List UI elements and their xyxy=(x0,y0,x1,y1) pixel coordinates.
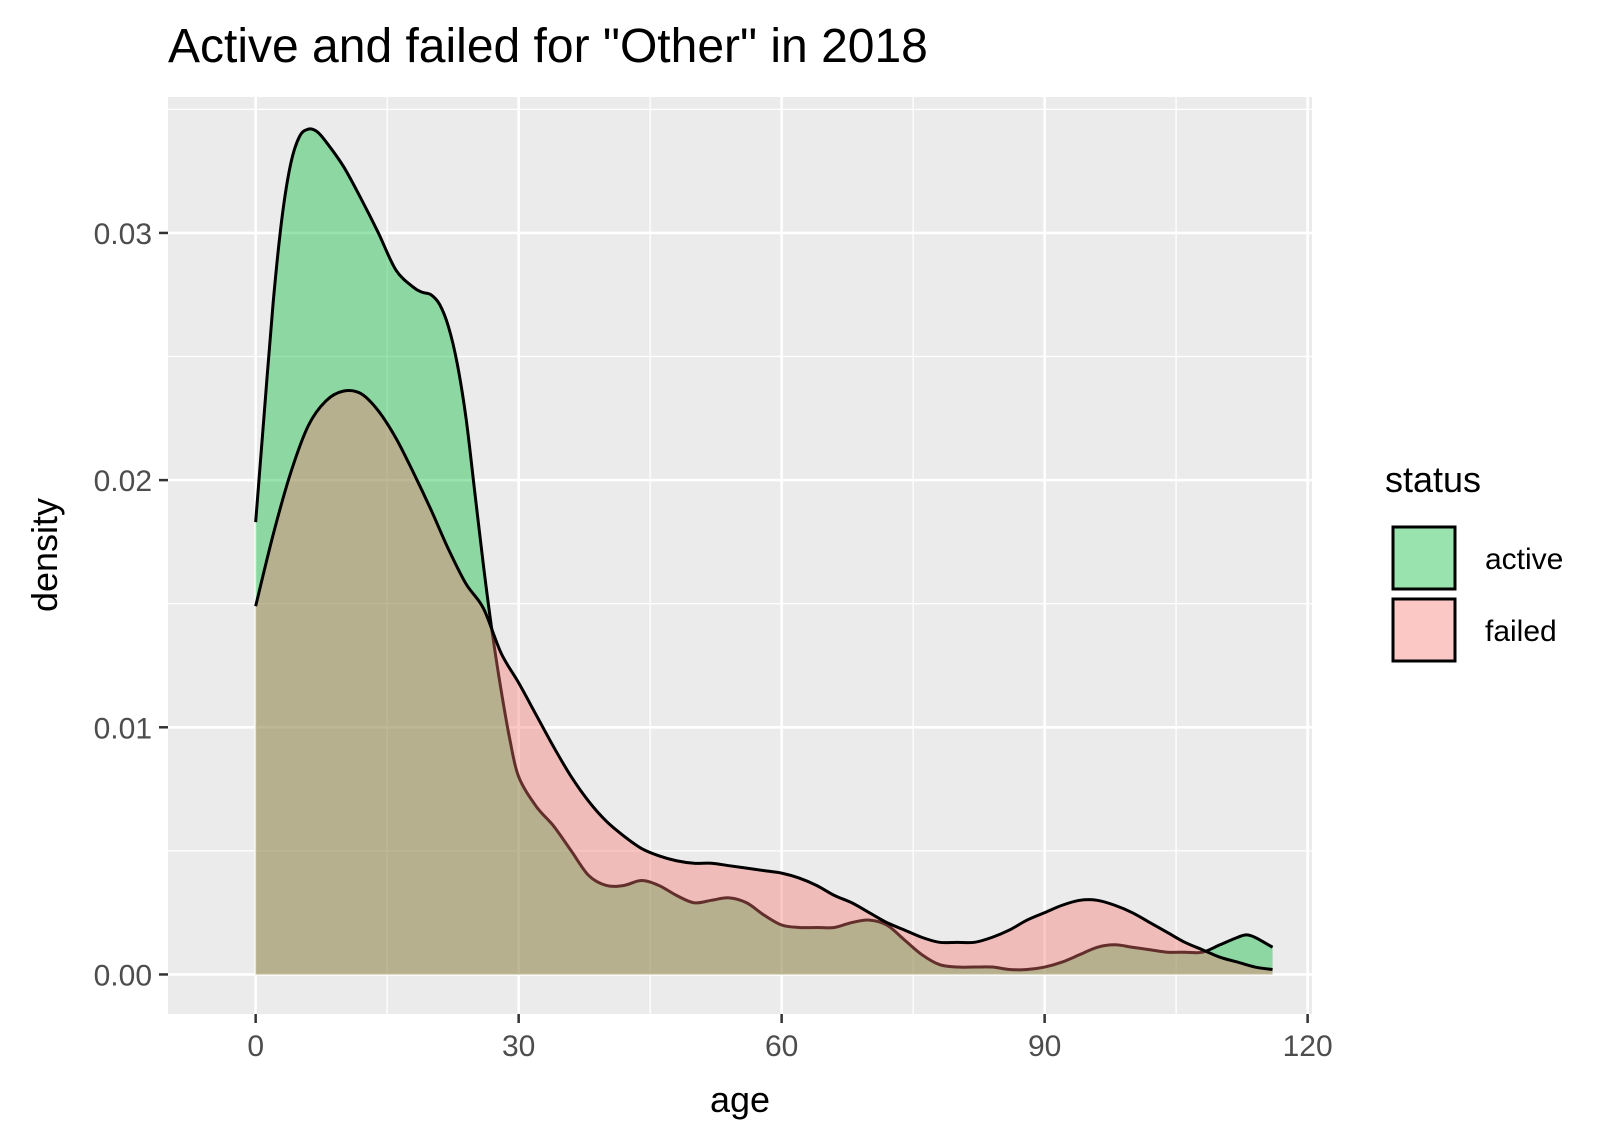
density-area-failed xyxy=(255,390,1273,975)
x-axis: 0 30 60 90 120 xyxy=(247,1014,1333,1063)
major-gridlines xyxy=(168,97,1312,1014)
legend-label-active: active xyxy=(1485,543,1563,576)
series-layer xyxy=(254,127,1274,975)
legend: status active failed xyxy=(1385,459,1563,663)
x-axis-title: age xyxy=(710,1079,770,1120)
legend-label-failed: failed xyxy=(1485,615,1557,648)
x-tick-label: 0 xyxy=(247,1030,264,1063)
chart-title: Active and failed for "Other" in 2018 xyxy=(168,20,928,73)
x-tick-label: 90 xyxy=(1028,1030,1061,1063)
y-axis: 0.00 0.01 0.02 0.03 xyxy=(94,218,168,992)
legend-key-failed xyxy=(1391,597,1457,663)
density-line-failed xyxy=(254,389,1273,971)
legend-title: status xyxy=(1385,459,1481,500)
plot-panel xyxy=(168,97,1312,1014)
density-area-active xyxy=(255,128,1273,975)
legend-key-bg-failed xyxy=(1391,597,1457,663)
x-tick-label: 30 xyxy=(502,1030,535,1063)
y-tick-label: 0.00 xyxy=(94,959,152,992)
x-tick-label: 60 xyxy=(765,1030,798,1063)
legend-key-active xyxy=(1391,525,1457,591)
density-line-active xyxy=(254,127,1274,972)
y-axis-title: density xyxy=(24,498,65,612)
x-tick-label: 120 xyxy=(1283,1030,1333,1063)
legend-key-bg-active xyxy=(1391,525,1457,591)
y-tick-label: 0.02 xyxy=(94,465,152,498)
y-tick-label: 0.03 xyxy=(94,218,152,251)
y-tick-label: 0.01 xyxy=(94,712,152,745)
